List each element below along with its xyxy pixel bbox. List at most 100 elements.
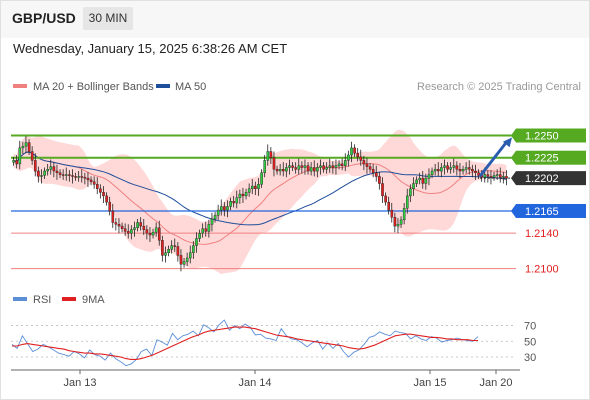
candle-up [216,209,220,216]
candle-up [43,170,46,176]
datetime-label: Wednesday, January 15, 2025 6:38:26 AM C… [13,41,288,56]
candle-down [353,147,356,154]
ma50-legend-label: MA 50 [175,81,206,93]
header-bar: GBP/USD 30 MIN [0,0,590,38]
candle-up [260,172,263,185]
candle-up [182,261,186,265]
candle-up [226,206,229,211]
candle-down [83,176,87,179]
candle-up [443,165,446,168]
candle-down [486,174,490,177]
candle-down [157,227,161,241]
credit-label: Research © 2025 Trading Central [417,81,581,93]
candle-down [176,246,180,256]
candle-down [27,142,31,152]
candle-up [192,245,195,253]
candle-up [185,257,189,262]
candle-down [89,179,93,182]
candle-up [303,165,307,168]
rsi-legend-swatch [13,297,27,301]
candle-down [275,168,279,172]
candle-up [449,167,453,170]
level-tag-pointer [511,203,516,218]
candle-up [235,197,239,204]
candle-down [322,165,325,170]
level-value-pivot: 1.2165 [525,206,559,218]
candle-up [188,252,192,259]
candle-down [80,176,84,178]
candle-down [173,245,177,247]
candle-up [195,238,198,246]
candle-down [455,165,459,170]
candle-up [440,167,443,172]
forecast-arrow-head [502,137,512,148]
candle-down [145,229,149,234]
rsi-line [11,319,479,367]
candle-down [272,157,276,170]
candle-down [489,176,493,178]
candle-up [427,174,431,179]
level-tag-pointer [511,171,516,186]
candle-up [319,165,322,168]
x-tick-label: Jan 14 [238,377,271,389]
candle-down [499,174,502,178]
candle-up [406,195,409,209]
candle-up [263,160,267,173]
candle-down [117,224,121,227]
candle-down [282,168,285,172]
candle-up [49,166,53,170]
candle-up [40,175,43,177]
candle-up [219,206,223,211]
candle-down [37,170,40,177]
candle-down [139,222,143,227]
candle-up [250,185,254,190]
candle-down [30,151,34,161]
candle-down [86,177,90,181]
timeframe-button[interactable]: 30 MIN [83,7,133,30]
pair-title: GBP/USD [12,10,76,26]
rsi-legend-label: RSI [33,294,51,306]
candle-up [213,215,217,220]
candle-down [291,165,294,168]
candle-up [133,227,136,230]
candle-up [151,232,155,236]
bollinger-band [13,129,507,275]
candle-up [288,165,291,168]
x-tick-label: Jan 13 [63,377,96,389]
x-tick-label: Jan 15 [413,377,446,389]
candle-up [492,175,496,178]
candle-down [148,232,152,236]
candle-up [64,174,68,176]
x-tick-label: Jan 20 [479,377,512,389]
candle-down [114,222,118,225]
candle-down [340,163,344,166]
candle-up [483,174,487,178]
candle-up [278,168,282,172]
candle-down [102,192,105,197]
candle-down [368,166,372,170]
candle-down [331,165,335,168]
candle-up [46,168,49,172]
candle-up [238,193,242,198]
candle-down [92,181,96,185]
candle-down [108,201,111,212]
candle-down [269,151,273,158]
level-tag-pivot [516,203,586,218]
candle-down [232,200,236,204]
candle-up [347,154,350,161]
candle-up [424,177,428,184]
candle-up [77,176,80,178]
level-value-resistance: 1.2225 [525,153,559,165]
candle-up [409,188,412,197]
ma20-legend-swatch [13,84,27,88]
candle-up [452,165,456,168]
level-tag-pointer [511,150,516,165]
candle-down [179,255,183,265]
candle-up [266,151,270,161]
ma50-line [13,151,507,226]
ma50-legend-swatch [156,84,170,88]
candle-down [95,184,99,189]
candle-up [337,163,341,166]
candle-up [170,245,174,250]
